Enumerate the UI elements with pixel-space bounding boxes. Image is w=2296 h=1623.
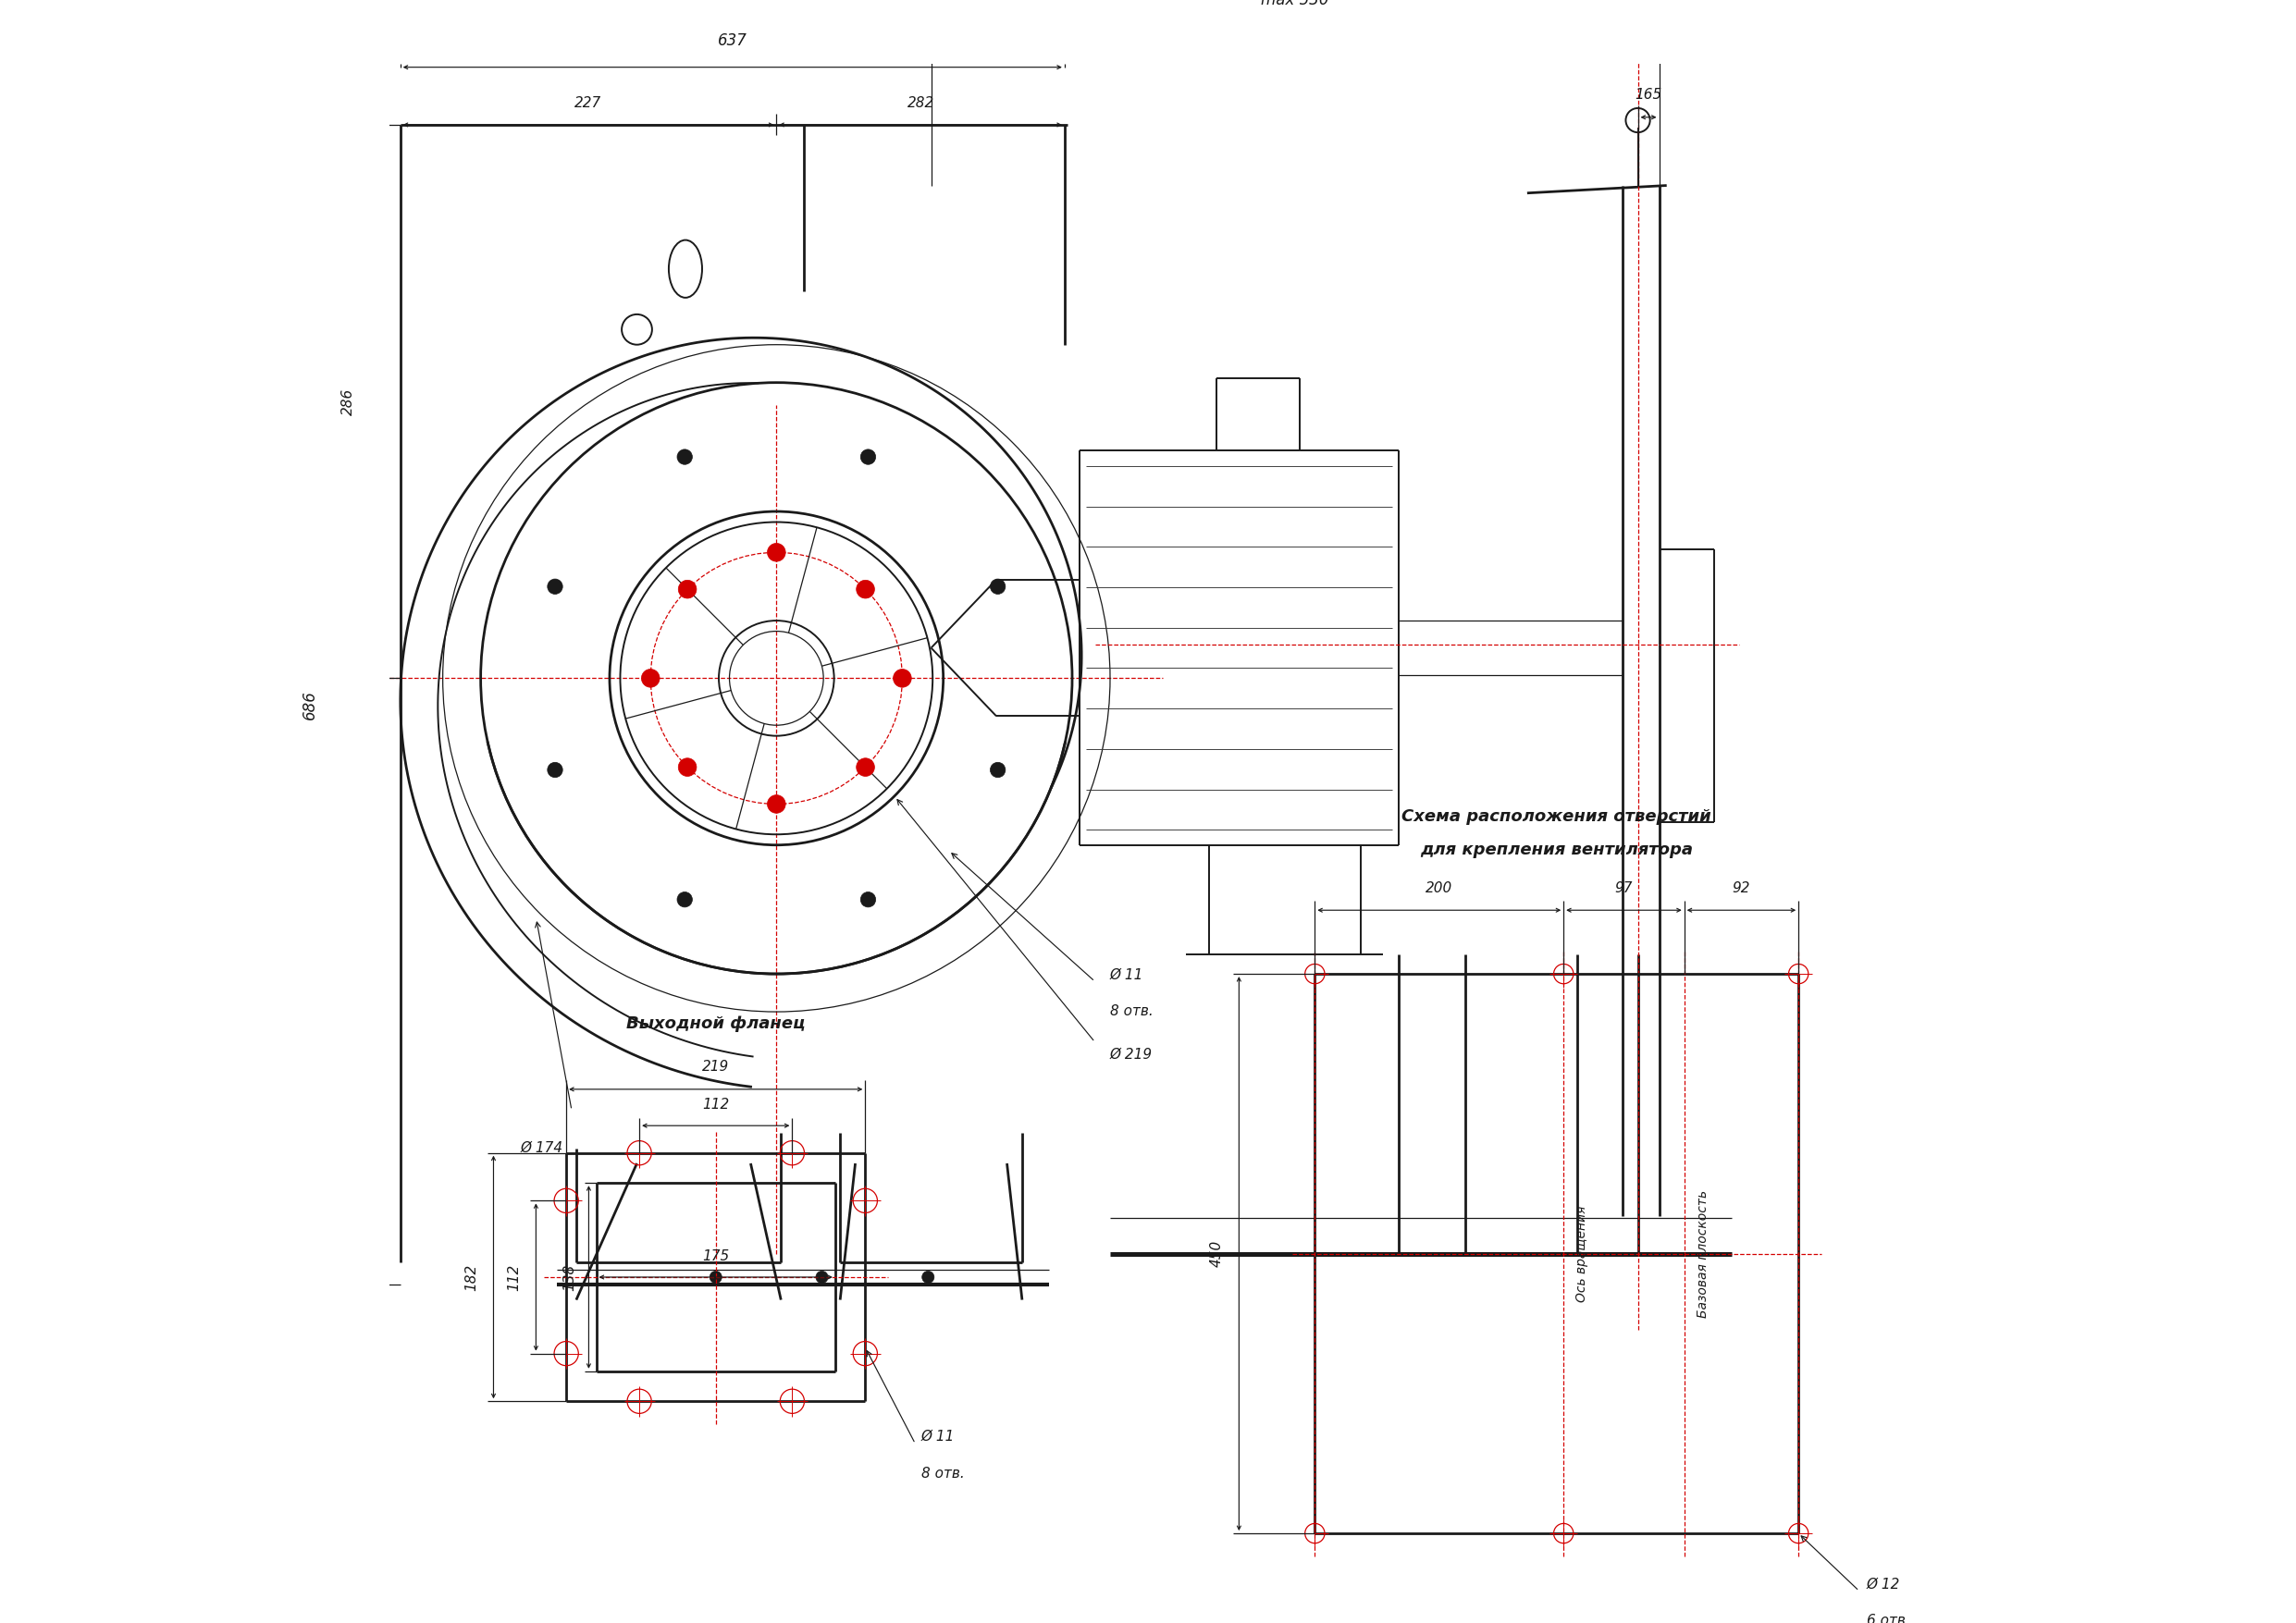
- Text: 112: 112: [507, 1264, 521, 1290]
- Circle shape: [767, 795, 785, 813]
- Text: 6 отв.: 6 отв.: [1867, 1613, 1910, 1623]
- Circle shape: [815, 1271, 829, 1284]
- Circle shape: [677, 579, 696, 599]
- Circle shape: [861, 450, 875, 464]
- Text: 112: 112: [703, 1099, 730, 1112]
- Circle shape: [856, 758, 875, 776]
- Circle shape: [990, 579, 1006, 594]
- Text: Ø 11: Ø 11: [1109, 967, 1143, 982]
- Circle shape: [677, 893, 693, 907]
- Circle shape: [923, 1271, 934, 1284]
- Text: Ø 12: Ø 12: [1867, 1578, 1901, 1591]
- Text: 8 отв.: 8 отв.: [921, 1467, 964, 1480]
- Text: Базовая плоскость: Базовая плоскость: [1697, 1190, 1708, 1318]
- Text: Схема расположения отверстий: Схема расположения отверстий: [1403, 808, 1711, 824]
- Text: Ø 219: Ø 219: [1109, 1047, 1153, 1061]
- Text: для крепления вентилятора: для крепления вентилятора: [1421, 842, 1692, 859]
- Circle shape: [893, 669, 912, 687]
- Circle shape: [990, 763, 1006, 777]
- Text: 8 отв.: 8 отв.: [1109, 1005, 1153, 1018]
- Text: 286: 286: [340, 388, 356, 415]
- Text: 182: 182: [464, 1264, 478, 1290]
- Circle shape: [677, 758, 696, 776]
- Circle shape: [677, 450, 693, 464]
- Text: 200: 200: [1426, 881, 1453, 894]
- Circle shape: [709, 1271, 721, 1284]
- Text: 637: 637: [719, 32, 746, 49]
- Text: 97: 97: [1614, 881, 1632, 894]
- Text: Выходной фланец: Выходной фланец: [627, 1014, 806, 1032]
- Text: Ø 11: Ø 11: [921, 1430, 955, 1444]
- Text: 450: 450: [1210, 1240, 1224, 1268]
- Text: 219: 219: [703, 1060, 730, 1074]
- Text: max 530: max 530: [1261, 0, 1329, 8]
- Circle shape: [767, 544, 785, 562]
- Text: Ось вращения: Ось вращения: [1575, 1206, 1589, 1302]
- Text: 686: 686: [301, 690, 319, 719]
- Text: 282: 282: [907, 96, 934, 110]
- Circle shape: [641, 669, 659, 687]
- Circle shape: [856, 579, 875, 599]
- Circle shape: [861, 893, 875, 907]
- Text: 227: 227: [574, 96, 602, 110]
- Text: 138: 138: [563, 1264, 576, 1290]
- Text: 92: 92: [1733, 881, 1750, 894]
- Circle shape: [546, 763, 563, 777]
- Text: 175: 175: [703, 1250, 730, 1263]
- Text: Ø 174: Ø 174: [519, 1141, 563, 1154]
- Circle shape: [546, 579, 563, 594]
- Text: 165: 165: [1635, 88, 1662, 102]
